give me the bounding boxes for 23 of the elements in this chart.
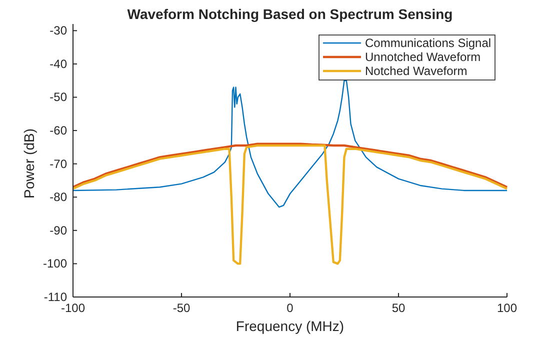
legend-label: Notched Waveform bbox=[365, 64, 468, 78]
legend-label: Communications Signal bbox=[365, 36, 492, 50]
line-series bbox=[72, 144, 508, 265]
x-tick-label: 100 bbox=[496, 301, 518, 315]
y-tick-label: -90 bbox=[50, 223, 68, 238]
y-tick-label: -70 bbox=[50, 156, 68, 171]
x-tick-label: 50 bbox=[392, 301, 406, 315]
y-tick-label: -80 bbox=[50, 190, 68, 204]
y-tick-label: -30 bbox=[50, 24, 68, 38]
x-tick-label: -50 bbox=[172, 301, 190, 315]
legend-label: Unnotched Waveform bbox=[365, 50, 481, 64]
y-tick-label: -110 bbox=[44, 290, 68, 304]
y-tick-label: -50 bbox=[50, 90, 68, 104]
x-tick-label: -100 bbox=[60, 301, 86, 315]
line-series bbox=[72, 142, 508, 188]
chart-title: Waveform Notching Based on Spectrum Sensing bbox=[127, 6, 453, 22]
x-tick-label: 0 bbox=[286, 301, 294, 315]
y-tick-label: -40 bbox=[50, 56, 68, 71]
y-axis-title: Power (dB) bbox=[21, 128, 37, 199]
line-series bbox=[72, 80, 508, 208]
y-tick-label: -100 bbox=[42, 256, 68, 271]
y-tick-label: -60 bbox=[50, 124, 68, 138]
x-axis-title: Frequency (MHz) bbox=[236, 318, 344, 334]
